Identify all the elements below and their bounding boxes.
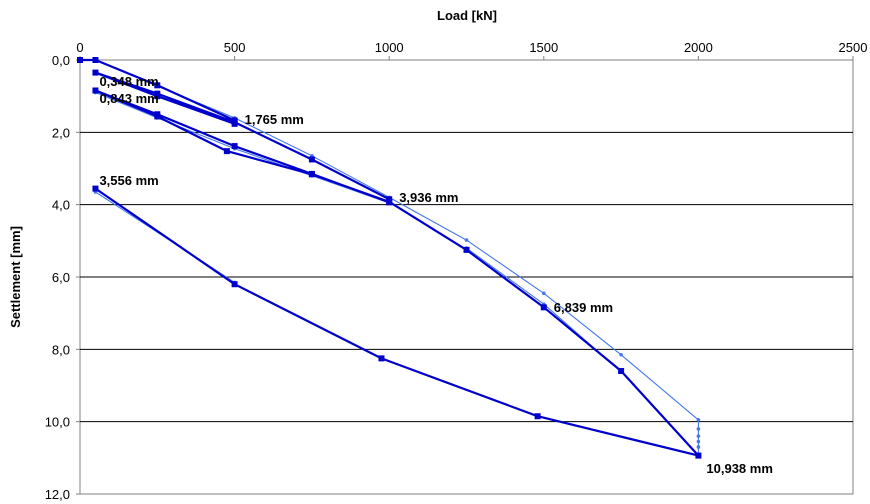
x-tick-label-5: 2500 (839, 40, 868, 55)
y-tick-label-2: 4,0 (52, 198, 70, 213)
gridlines (80, 131, 853, 423)
series-0-point-21 (540, 304, 547, 311)
series-0-point-1 (92, 57, 99, 63)
series-0-point-17 (223, 148, 230, 155)
series-1-point-7 (542, 291, 546, 296)
series-0-point-22 (618, 368, 625, 375)
series-0-point-23 (695, 452, 702, 459)
y-tick-label-5: 10,0 (45, 415, 70, 430)
series-0-point-8 (231, 119, 238, 126)
data-label-5: 6,839 mm (554, 300, 613, 315)
data-label-0: 0,348 mm (99, 74, 158, 89)
x-tick-label-2: 1000 (375, 40, 404, 55)
series-1-point-11 (696, 434, 701, 438)
series-1-point-13 (696, 445, 701, 449)
data-label-3: 3,936 mm (399, 190, 458, 205)
series-1-point-12 (696, 439, 701, 444)
series-0-point-19 (386, 198, 393, 205)
series-0-point-26 (231, 281, 238, 288)
y-tick-label-4: 8,0 (52, 342, 70, 357)
series-0-point-7 (154, 90, 161, 97)
data-label-4: 3,556 mm (99, 173, 158, 188)
series-0-point-20 (463, 246, 470, 253)
series-0-line (80, 58, 700, 457)
series-1-point-9 (696, 418, 701, 422)
series-layer (77, 57, 702, 459)
series-0-point-13 (231, 143, 238, 150)
x-tick-label-0: 0 (76, 40, 83, 55)
x-axis-ticks: 0 500 1000 1500 2000 2500 (76, 40, 867, 60)
x-tick-label-1: 500 (224, 40, 246, 55)
series-0-point-25 (378, 355, 385, 362)
annotation-layer: 0,348 mm 0,843 mm 1,765 mm 3,936 mm 3,556 mm… (99, 74, 772, 476)
y-tick-label-6: 12,0 (45, 487, 70, 502)
x-tick-label-3: 1500 (529, 40, 558, 55)
series-0-point-18 (308, 171, 315, 178)
data-label-2: 1,765 mm (245, 112, 304, 127)
series-0-point-0 (77, 57, 83, 63)
series-0-point-15 (92, 87, 99, 94)
y-tick-label-1: 2,0 (52, 125, 70, 140)
series-0-point-2 (154, 82, 161, 89)
data-label-1: 0,843 mm (99, 91, 158, 106)
x-tick-label-4: 2000 (684, 40, 713, 55)
series-0-point-24 (534, 413, 541, 420)
y-tick-label-0: 0,0 (52, 53, 70, 68)
series-1-point-6 (464, 238, 469, 242)
series-0-point-16 (154, 113, 161, 120)
series-1-point-8 (619, 352, 623, 357)
series-1-point-10 (696, 427, 701, 431)
series-0 (77, 57, 702, 459)
y-axis-ticks: 0,0 2,0 4,0 6,0 8,0 10,0 12,0 (45, 53, 80, 502)
x-axis-title: Load [kN] (437, 8, 497, 23)
series-0-point-27 (92, 185, 99, 192)
y-tick-label-3: 6,0 (52, 270, 70, 285)
data-label-6: 10,938 mm (706, 461, 773, 476)
y-axis-title: Settlement [mm] (8, 226, 23, 328)
series-0-point-6 (92, 69, 99, 76)
series-0-point-9 (308, 156, 315, 163)
